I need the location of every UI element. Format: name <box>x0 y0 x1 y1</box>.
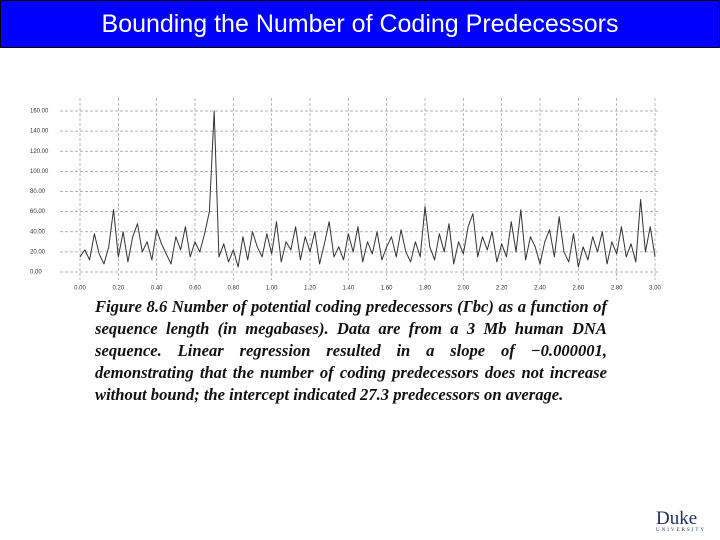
y-tick-label: 100.00 <box>30 169 49 175</box>
logo: Duke UNIVERSITY <box>656 508 712 533</box>
data-line <box>79 110 656 268</box>
x-tick-label: 0.20 <box>112 286 124 292</box>
x-tick-label: 1.80 <box>419 286 431 292</box>
x-tick-label: 0.00 <box>74 286 86 292</box>
x-tick-label: 1.40 <box>342 286 354 292</box>
x-tick-label: 1.00 <box>266 286 278 292</box>
x-tick-label: 1.20 <box>304 286 316 292</box>
x-tick-label: 0.40 <box>151 286 163 292</box>
y-tick-label: 160.00 <box>30 109 49 115</box>
slide-title: Bounding the Number of Coding Predecesso… <box>0 0 720 48</box>
y-tick-label: 40.00 <box>30 229 46 235</box>
x-tick-label: 3.00 <box>649 286 661 292</box>
x-tick-label: 2.40 <box>534 286 546 292</box>
y-tick-label: 120.00 <box>30 149 49 155</box>
x-tick-label: 2.00 <box>457 286 469 292</box>
x-tick-label: 1.60 <box>381 286 393 292</box>
x-tick-label: 2.80 <box>611 286 623 292</box>
y-tick-label: 60.00 <box>30 209 46 215</box>
x-tick-label: 2.20 <box>496 286 508 292</box>
y-tick-label: 80.00 <box>30 189 46 195</box>
y-tick-label: 20.00 <box>30 249 46 255</box>
figure-caption: Figure 8.6 Number of potential coding pr… <box>95 297 607 404</box>
y-tick-label: 140.00 <box>30 129 49 135</box>
logo-sub: UNIVERSITY <box>656 528 706 533</box>
x-tick-label: 0.60 <box>189 286 201 292</box>
x-tick-label: 0.80 <box>227 286 239 292</box>
x-tick-label: 2.60 <box>572 286 584 292</box>
y-tick-label: 0.00 <box>30 270 42 276</box>
logo-name: Duke <box>656 508 698 529</box>
